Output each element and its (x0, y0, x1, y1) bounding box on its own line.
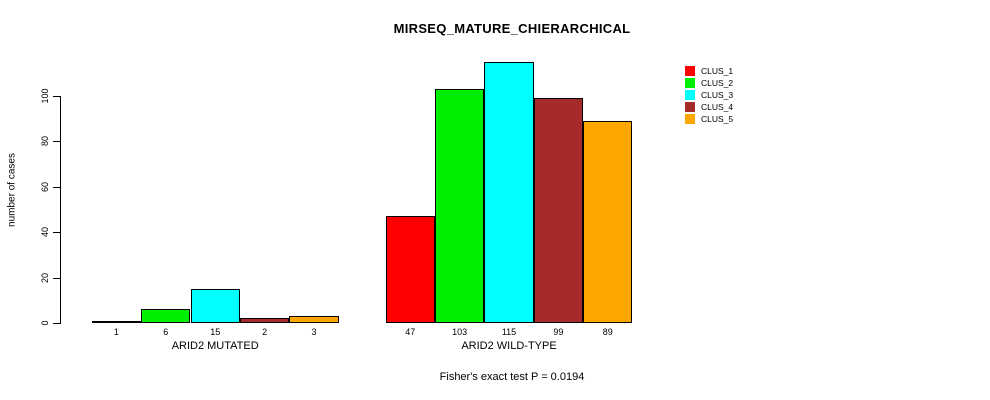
group-label-arid2-wild-type: ARID2 WILD-TYPE (461, 340, 557, 352)
bar-value-label: 47 (405, 327, 416, 337)
bar-value-label: 99 (553, 327, 564, 337)
bar-clus_1-arid2-mutated (91, 321, 142, 323)
group-label-arid2-mutated: ARID2 MUTATED (171, 340, 259, 352)
y-tick-label: 80 (40, 136, 50, 147)
bar-clus_3-arid2-mutated (190, 289, 240, 323)
legend-swatch (685, 102, 695, 112)
legend-item-clus_5: CLUS_5 (685, 113, 733, 125)
y-tick-label: 100 (40, 88, 50, 104)
y-tick-label: 60 (40, 181, 50, 192)
legend-label: CLUS_2 (701, 78, 734, 88)
legend: CLUS_1 CLUS_2 CLUS_3 CLUS_4 CLUS_5 (685, 65, 733, 125)
y-tick (53, 323, 60, 324)
legend-item-clus_4: CLUS_4 (685, 101, 733, 113)
y-tick (53, 277, 60, 279)
y-axis-line (60, 96, 61, 324)
y-tick (53, 186, 60, 188)
bar-value-label: 3 (311, 327, 317, 337)
bar-clus_5-arid2-mutated (289, 316, 339, 323)
legend-item-clus_1: CLUS_1 (685, 65, 733, 77)
bar-value-label: 15 (210, 327, 221, 337)
y-axis-title: number of cases (6, 153, 18, 227)
bar-value-label: 1 (113, 327, 119, 337)
bar-value-label: 89 (602, 327, 613, 337)
bar-clus_1-arid2-wild-type (385, 216, 435, 323)
legend-item-clus_2: CLUS_2 (685, 77, 733, 89)
legend-label: CLUS_4 (701, 102, 734, 112)
bar-clus_2-arid2-wild-type (434, 89, 485, 323)
bar-clus_4-arid2-mutated (239, 318, 290, 323)
y-tick (53, 232, 60, 234)
bar-value-label: 6 (163, 327, 169, 337)
bar-value-label: 2 (262, 327, 268, 337)
bar-clus_4-arid2-wild-type (533, 98, 584, 323)
fisher-test-note: Fisher's exact test P = 0.0194 (439, 371, 585, 383)
legend-label: CLUS_1 (701, 66, 734, 76)
legend-swatch (685, 78, 695, 88)
y-tick-label: 0 (40, 320, 50, 326)
y-tick (53, 96, 60, 97)
bar-clus_3-arid2-wild-type (484, 62, 534, 323)
legend-swatch (685, 114, 695, 124)
chart-title: MIRSEQ_MATURE_CHIERARCHICAL (393, 21, 631, 36)
bar-clus_2-arid2-mutated (141, 309, 191, 323)
legend-item-clus_3: CLUS_3 (685, 89, 733, 101)
y-tick-label: 40 (40, 227, 50, 238)
legend-label: CLUS_5 (701, 114, 734, 124)
y-tick-label: 20 (40, 272, 50, 283)
bar-value-label: 103 (452, 327, 468, 337)
y-tick (53, 141, 60, 143)
bar-clus_5-arid2-wild-type (583, 121, 633, 323)
bar-value-label: 115 (501, 327, 517, 337)
legend-swatch (685, 90, 695, 100)
legend-swatch (685, 66, 695, 76)
legend-label: CLUS_3 (701, 90, 734, 100)
